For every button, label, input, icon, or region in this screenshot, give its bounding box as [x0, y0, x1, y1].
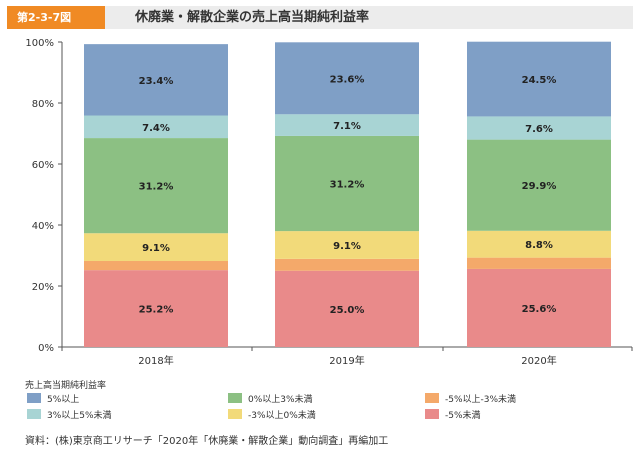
bar-segment — [84, 270, 228, 347]
y-tick-label: 0% — [38, 343, 54, 354]
legend-swatch — [425, 393, 439, 403]
data-label: 25.6% — [522, 304, 557, 315]
data-label: 24.5% — [522, 75, 557, 86]
legend-label: -5%以上-3%未満 — [445, 394, 517, 405]
legend-label: -5%未満 — [445, 410, 481, 421]
legend-label: 0%以上3%未満 — [248, 394, 313, 405]
x-tick-label: 2020年 — [521, 354, 556, 367]
legend-item: -5%以上-3%未満 — [425, 392, 517, 405]
legend-item: 5%以上 — [27, 392, 80, 405]
data-label: 7.1% — [333, 121, 361, 132]
source-note: 資料：(株)東京商工リサーチ「2020年「休廃業・解散企業」動向調査」再編加工 — [25, 436, 389, 447]
legend-swatch — [425, 409, 439, 419]
bar-segment — [275, 135, 419, 232]
legend-item: 3%以上5%未満 — [27, 408, 112, 421]
bar-segment — [84, 44, 228, 116]
bar-segment — [84, 233, 228, 261]
legend-label: -3%以上0%未満 — [248, 410, 316, 421]
legend-item: 0%以上3%未満 — [228, 392, 313, 405]
y-tick-label: 40% — [32, 221, 54, 232]
legend-title: 売上高当期純利益率 — [25, 381, 107, 391]
legend-label: 5%以上 — [47, 394, 80, 405]
legend-swatch — [228, 393, 242, 403]
data-label: 23.4% — [139, 76, 174, 87]
y-tick-label: 60% — [32, 160, 54, 171]
bar-segment — [467, 41, 611, 117]
y-tick-label: 80% — [32, 99, 54, 110]
x-tick-label: 2018年 — [138, 354, 173, 367]
y-tick-label: 100% — [25, 38, 54, 49]
data-label: 25.2% — [139, 305, 174, 316]
data-label: 29.9% — [522, 181, 557, 192]
data-label: 9.1% — [333, 241, 361, 252]
bar-segment — [275, 231, 419, 259]
bar-segment — [467, 268, 611, 347]
bar-segment — [467, 230, 611, 258]
bar-segment — [275, 270, 419, 347]
data-label: 31.2% — [330, 180, 365, 191]
legend-swatch — [228, 409, 242, 419]
legend-item: -5%未満 — [425, 408, 481, 421]
data-label: 23.6% — [330, 74, 365, 85]
bar-segment — [84, 115, 228, 139]
bar-segment — [275, 258, 419, 271]
data-label: 8.8% — [525, 240, 553, 251]
data-label: 31.2% — [139, 182, 174, 193]
bar-segment — [467, 139, 611, 231]
y-tick-label: 20% — [32, 282, 54, 293]
data-label: 25.0% — [330, 305, 365, 316]
bar-segment — [84, 260, 228, 271]
figure-title: 休廃業・解散企業の売上高当期純利益率 — [135, 10, 370, 25]
title-band — [7, 6, 633, 29]
stacked-bar-chart: 0% 20% 40% 60% 80% 100% 25.2% 9.1% 31.2% 7.4% 23.4… — [25, 38, 633, 367]
data-label: 9.1% — [142, 243, 170, 254]
bar-segment — [275, 42, 419, 115]
legend-swatch — [27, 409, 41, 419]
legend-label: 3%以上5%未満 — [47, 410, 112, 421]
bar-segment — [467, 257, 611, 269]
data-label: 7.6% — [525, 124, 553, 135]
bar-segment — [84, 138, 228, 234]
x-tick-label: 2019年 — [329, 354, 364, 367]
legend-swatch — [27, 393, 41, 403]
bar-segment — [275, 114, 419, 136]
figure-number: 第2-3-7図 — [7, 6, 105, 29]
legend-item: -3%以上0%未満 — [228, 408, 316, 421]
data-label: 7.4% — [142, 123, 170, 134]
bar-segment — [467, 116, 611, 140]
